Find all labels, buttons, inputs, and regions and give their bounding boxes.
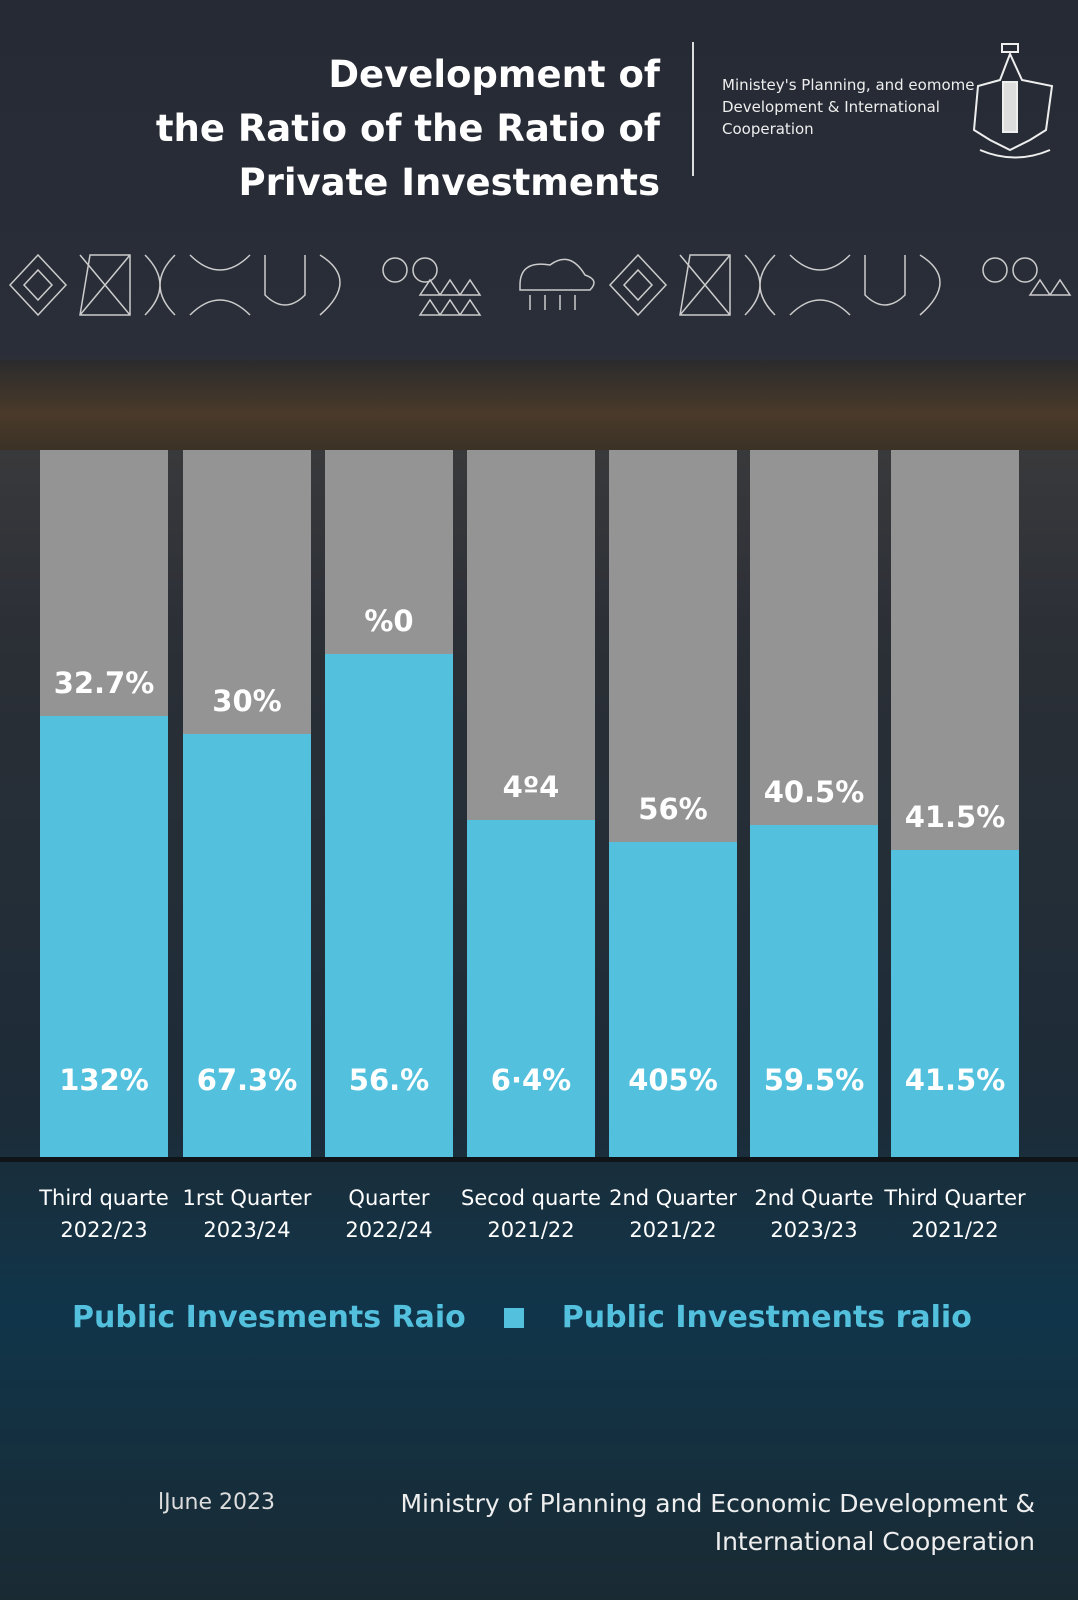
ministry-name: Ministey's Planning, and eomome Developm… bbox=[722, 74, 974, 140]
ministry-line: Ministey's Planning, and eomome bbox=[722, 76, 975, 94]
data-label-top: 30% bbox=[212, 684, 282, 719]
eagle-emblem-icon bbox=[972, 43, 1054, 159]
x-tick-label: Quarter 2022/24 bbox=[309, 1182, 469, 1246]
x-tick-label: 2nd Quarte 2023/23 bbox=[734, 1182, 894, 1246]
x-tick-label: 1rst Quarter 2023/24 bbox=[167, 1182, 327, 1246]
bar-stack: 32.7% 132% bbox=[40, 450, 168, 1157]
data-label-top: 41.5% bbox=[904, 800, 1006, 835]
legend-label: Public Invesments Raio bbox=[72, 1300, 466, 1335]
x-tick-line: 2nd Quarter bbox=[609, 1186, 737, 1210]
data-label-bottom: 405% bbox=[628, 1063, 718, 1097]
x-tick-line: 2021/22 bbox=[487, 1218, 575, 1242]
ministry-line: Cooperation bbox=[722, 120, 814, 138]
footer-line: Ministry of Planning and Economic Develo… bbox=[400, 1489, 1035, 1518]
title-line: the Ratio of the Ratio of bbox=[155, 107, 660, 150]
bar-public bbox=[891, 850, 1019, 1157]
x-tick-line: 2023/23 bbox=[770, 1218, 858, 1242]
data-label-bottom: 56.% bbox=[348, 1063, 430, 1097]
bar-stack: 4º4 6·4% bbox=[467, 450, 595, 1157]
x-tick-line: 1rst Quarter bbox=[182, 1186, 312, 1210]
x-tick-line: 2021/22 bbox=[911, 1218, 999, 1242]
x-tick-line: Quarter bbox=[348, 1186, 430, 1210]
bar-stack: %0 56.% bbox=[325, 450, 453, 1157]
bar-public bbox=[40, 715, 168, 1157]
data-label-bottom: 59.5% bbox=[763, 1063, 865, 1097]
bar-stack: 30% 67.3% bbox=[183, 450, 311, 1157]
x-tick-label: 2nd Quarter 2021/22 bbox=[593, 1182, 753, 1246]
legend-label: Public Investments ralio bbox=[561, 1300, 972, 1335]
title-line: Development of bbox=[328, 53, 660, 96]
x-tick-line: 2021/22 bbox=[629, 1218, 717, 1242]
data-label-bottom: 67.3% bbox=[196, 1063, 298, 1097]
x-tick-line: 2023/24 bbox=[203, 1218, 291, 1242]
x-tick-label: Third Quarter 2021/22 bbox=[875, 1182, 1035, 1246]
x-tick-label: Secod quarte 2021/22 bbox=[451, 1182, 611, 1246]
legend-swatch bbox=[503, 1307, 524, 1328]
page-title: Development of the Ratio of the Ratio of… bbox=[120, 48, 660, 210]
legend: Public Invesments Raio Public Investment… bbox=[72, 1300, 972, 1335]
x-tick-line: 2022/23 bbox=[60, 1218, 148, 1242]
x-tick-line: Secod quarte bbox=[461, 1186, 601, 1210]
bar-stack: 41.5% 41.5% bbox=[891, 450, 1019, 1157]
ministry-line: Development & International bbox=[722, 98, 940, 116]
data-label-bottom: 132% bbox=[59, 1063, 149, 1097]
bar-public bbox=[467, 819, 595, 1157]
bar-public bbox=[609, 841, 737, 1157]
bar-public bbox=[325, 654, 453, 1157]
bar-public bbox=[183, 734, 311, 1157]
title-line: Private Investments bbox=[238, 161, 660, 204]
date: lJune 2023 bbox=[158, 1490, 276, 1515]
decorative-pattern bbox=[8, 253, 1072, 317]
bar-public bbox=[750, 824, 878, 1157]
bar-stack: 56% 405% bbox=[609, 450, 737, 1157]
data-label-top: 32.7% bbox=[53, 665, 155, 700]
x-tick-line: 2nd Quarte bbox=[754, 1186, 874, 1210]
data-label-top: 40.5% bbox=[763, 774, 865, 809]
footer-ministry: Ministry of Planning and Economic Develo… bbox=[340, 1485, 1035, 1561]
x-tick-label: Third quarte 2022/23 bbox=[24, 1182, 184, 1246]
background-city-image bbox=[0, 360, 1078, 450]
data-label-top: %0 bbox=[364, 604, 414, 639]
x-axis-line bbox=[0, 1157, 1078, 1162]
data-label-bottom: 6·4% bbox=[490, 1063, 572, 1097]
footer-line: International Cooperation bbox=[714, 1527, 1035, 1556]
data-label-top: 56% bbox=[638, 791, 708, 826]
x-tick-line: Third Quarter bbox=[884, 1186, 1026, 1210]
divider bbox=[692, 42, 694, 176]
x-tick-line: 2022/24 bbox=[345, 1218, 433, 1242]
data-label-bottom: 41.5% bbox=[904, 1063, 1006, 1097]
bar-stack: 40.5% 59.5% bbox=[750, 450, 878, 1157]
data-label-top: 4º4 bbox=[502, 769, 560, 804]
x-tick-line: Third quarte bbox=[39, 1186, 169, 1210]
